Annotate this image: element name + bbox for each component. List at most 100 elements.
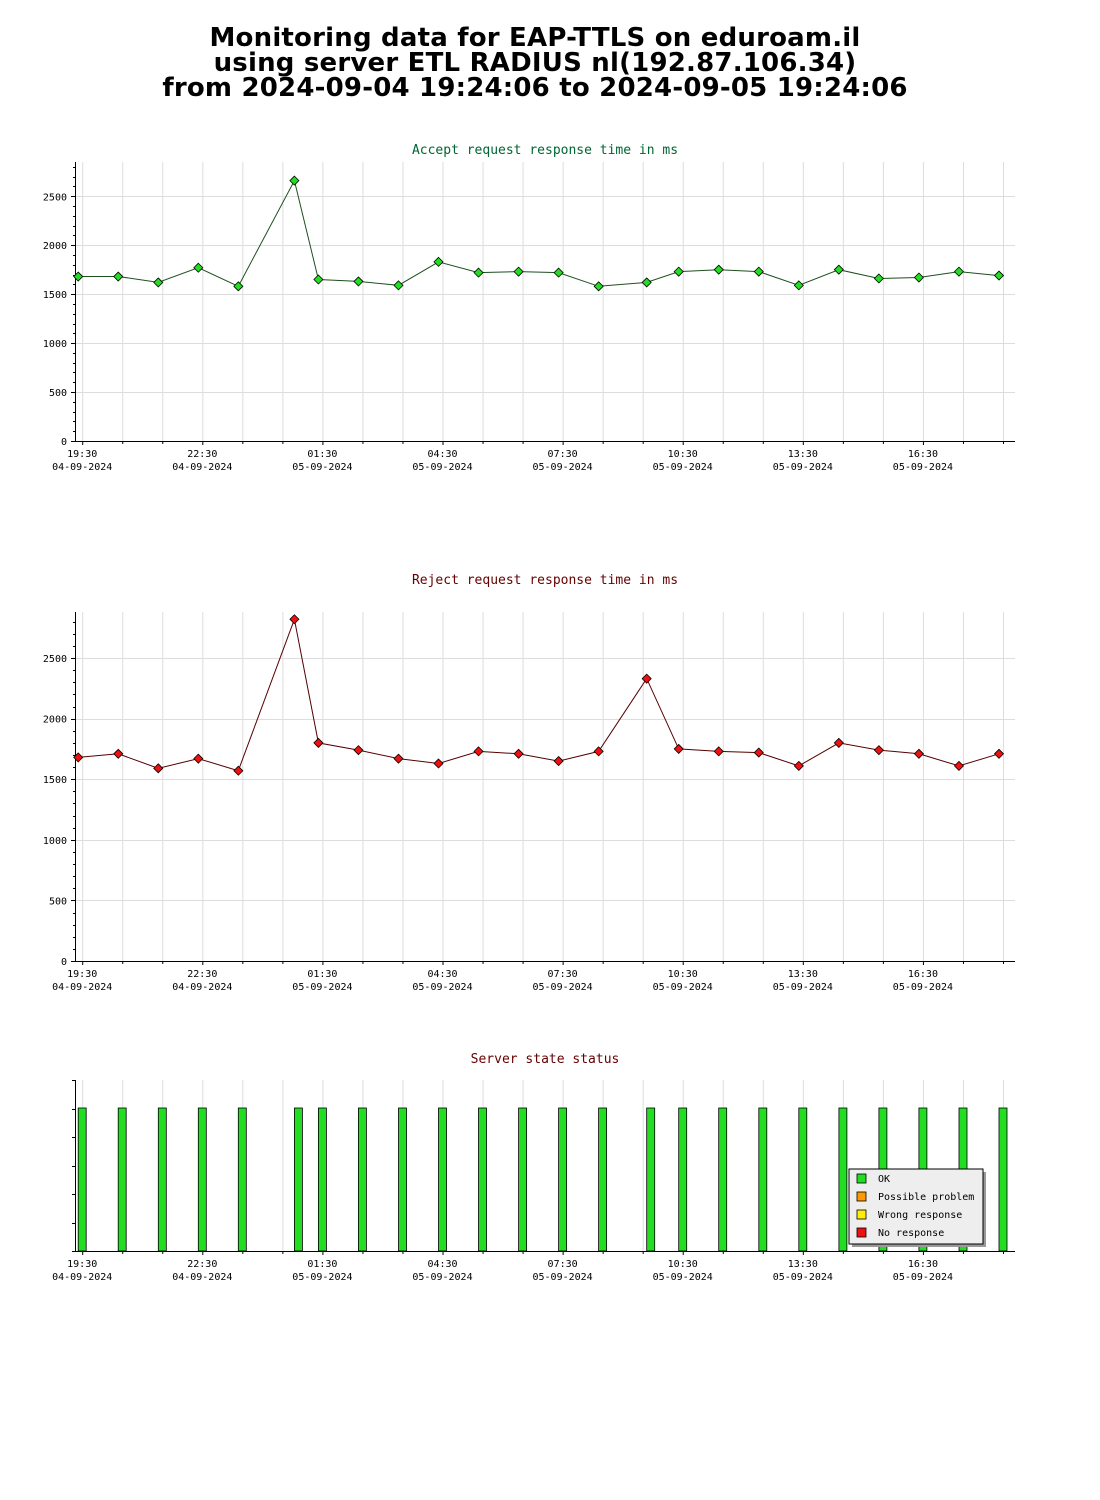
data-point — [833, 737, 844, 748]
x-tick-label-date: 05-09-2024 — [893, 462, 953, 473]
data-point — [673, 266, 684, 277]
data-point — [193, 753, 204, 764]
legend-label: No response — [878, 1228, 944, 1239]
status-bar — [398, 1107, 407, 1252]
data-point — [313, 274, 324, 285]
status-bar — [678, 1107, 688, 1252]
data-point — [153, 763, 164, 774]
data-point — [553, 755, 564, 767]
data-point — [353, 745, 364, 756]
data-point — [673, 743, 684, 754]
x-tick-label-time: 16:30 — [908, 969, 938, 980]
x-tick-label-date: 05-09-2024 — [412, 1272, 472, 1283]
x-tick-label-time: 07:30 — [548, 449, 578, 460]
x-tick-label-time: 10:30 — [668, 1259, 698, 1270]
status-bar — [237, 1107, 247, 1252]
x-tick-label-time: 16:30 — [908, 1259, 938, 1270]
x-tick-label-time: 04:30 — [427, 1259, 457, 1270]
series-line — [78, 617, 1000, 772]
y-tick-label: 500 — [49, 388, 67, 399]
y-axis-0 — [71, 167, 1015, 442]
x-tick-label-time: 13:30 — [788, 969, 818, 980]
chart-title: Server state status — [471, 1052, 620, 1067]
x-tick-label-date: 04-09-2024 — [52, 1272, 112, 1283]
x-tick-label-time: 01:30 — [307, 449, 337, 460]
page-title-line-1: Monitoring data for EAP-TTLS on eduroam.… — [209, 23, 861, 53]
data-point — [873, 273, 884, 284]
data-point — [913, 748, 924, 759]
x-tick-label-date: 05-09-2024 — [653, 462, 713, 473]
data-point — [233, 765, 244, 776]
status-bar — [646, 1107, 656, 1252]
data-point — [313, 737, 324, 748]
y-axis-1 — [71, 622, 1015, 962]
x-tick-label-date: 04-09-2024 — [172, 462, 232, 473]
x-tick-label-time: 19:30 — [67, 969, 97, 980]
data-point — [713, 264, 724, 275]
chart-title: Accept request response time in ms — [412, 143, 678, 158]
status-bar — [998, 1107, 1008, 1252]
x-tick-label-date: 05-09-2024 — [533, 982, 593, 993]
x-tick-label-time: 07:30 — [548, 1259, 578, 1270]
y-tick-label: 500 — [49, 896, 67, 907]
data-point — [289, 614, 300, 625]
data-point — [353, 276, 364, 287]
data-point — [233, 281, 244, 292]
x-tick-label-date: 04-09-2024 — [172, 1272, 232, 1283]
x-tick-label-time: 22:30 — [187, 1259, 217, 1270]
legend-swatch — [856, 1173, 867, 1184]
legend-swatch — [856, 1191, 867, 1202]
x-tick-label-date: 05-09-2024 — [773, 462, 833, 473]
x-tick-label-date: 05-09-2024 — [773, 1272, 833, 1283]
status-bar — [518, 1107, 527, 1252]
x-tick-label-time: 22:30 — [187, 969, 217, 980]
y-tick-label: 2000 — [43, 241, 67, 252]
x-tick-label-time: 19:30 — [67, 449, 97, 460]
legend-label: Wrong response — [878, 1210, 962, 1221]
x-tick-label-time: 04:30 — [427, 969, 457, 980]
x-tick-label-date: 05-09-2024 — [533, 1272, 593, 1283]
status-bar — [157, 1107, 167, 1252]
x-tick-label-date: 05-09-2024 — [773, 982, 833, 993]
data-point — [113, 748, 124, 759]
y-tick-label: 2500 — [43, 192, 67, 203]
y-tick-label: 0 — [61, 957, 67, 968]
x-tick-label-time: 16:30 — [908, 449, 938, 460]
data-point — [513, 266, 524, 277]
x-tick-label-time: 07:30 — [548, 969, 578, 980]
status-bar — [117, 1107, 127, 1252]
data-point — [913, 272, 924, 283]
x-tick-label-date: 05-09-2024 — [893, 1272, 953, 1283]
data-point — [641, 673, 652, 684]
x-tick-label-date: 04-09-2024 — [52, 982, 112, 993]
data-point — [713, 746, 724, 757]
y-tick-label: 1500 — [43, 290, 67, 301]
x-tick-label-date: 05-09-2024 — [412, 462, 472, 473]
data-point — [993, 748, 1005, 759]
status-bar — [758, 1107, 768, 1252]
y-tick-label: 2500 — [43, 654, 67, 665]
x-axis-1 — [82, 612, 1004, 965]
status-bar — [438, 1107, 447, 1252]
data-point — [113, 271, 124, 282]
x-tick-label-date: 04-09-2024 — [172, 982, 232, 993]
x-tick-label-date: 05-09-2024 — [412, 982, 472, 993]
data-point — [73, 271, 84, 282]
data-point — [193, 262, 204, 273]
y-tick-label: 1000 — [43, 339, 67, 350]
chart-title: Reject request response time in ms — [412, 573, 678, 588]
status-bar — [77, 1107, 87, 1252]
status-bar — [357, 1107, 367, 1252]
data-point — [393, 280, 404, 291]
data-point — [593, 281, 604, 292]
legend-swatch — [856, 1227, 867, 1238]
y-tick-label: 1000 — [43, 836, 67, 847]
data-point — [433, 256, 444, 267]
x-tick-label-date: 05-09-2024 — [893, 982, 953, 993]
data-point — [993, 270, 1005, 281]
data-point — [953, 760, 965, 771]
page-title: Monitoring data for EAP-TTLS on eduroam.… — [0, 23, 1070, 103]
page-title-line-3: from 2024-09-04 19:24:06 to 2024-09-05 1… — [162, 73, 908, 103]
status-bar — [558, 1107, 567, 1252]
